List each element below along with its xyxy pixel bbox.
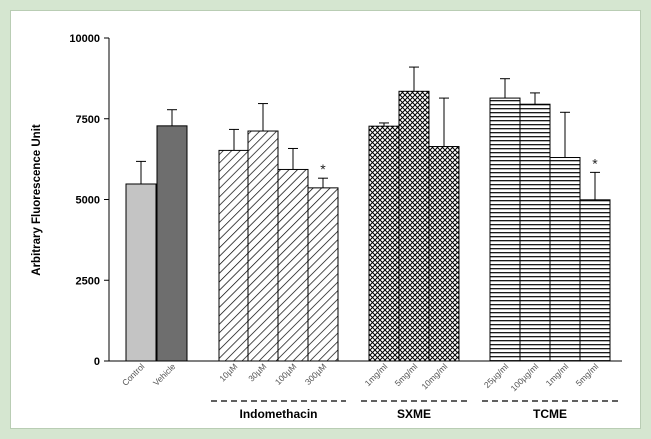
bar [156, 125, 188, 362]
category-label: 10mg/ml [419, 361, 449, 391]
bar [428, 146, 460, 362]
category-label: 1mg/ml [363, 361, 390, 388]
bar [489, 97, 521, 362]
bar [368, 125, 400, 362]
group-label: TCME [533, 407, 567, 421]
y-tick-label: 0 [94, 356, 100, 368]
bar [549, 157, 581, 362]
y-tick-label: 10000 [69, 33, 100, 45]
category-label: Control [120, 361, 147, 388]
bar [398, 90, 430, 362]
significance-marker: * [592, 155, 598, 171]
category-label: 10µM [217, 361, 239, 383]
y-tick-label: 2500 [76, 275, 100, 287]
bar [247, 130, 279, 362]
group-label: SXME [397, 407, 431, 421]
category-label: 5mg/ml [574, 361, 601, 388]
group-label: Indomethacin [239, 407, 317, 421]
category-labels: Control Vehicle 10µM 30µM 100µM 300µM 1mg/ml 5m… [120, 361, 601, 393]
category-label: 100µg/ml [508, 361, 540, 393]
bars: * * [125, 66, 611, 362]
y-axis-label: Arbitrary Fluorescence Unit [31, 124, 43, 276]
bar [277, 168, 309, 362]
bar [218, 149, 250, 362]
bar [579, 199, 611, 362]
significance-marker: * [320, 161, 326, 177]
category-label: 100µM [273, 361, 299, 387]
bar [519, 103, 551, 362]
bar [307, 187, 339, 362]
category-label: 1mg/ml [544, 361, 571, 388]
category-label: 25µg/ml [482, 361, 511, 390]
category-label: Vehicle [151, 361, 178, 388]
category-label: 300µM [303, 361, 329, 387]
y-tick-label: 7500 [76, 114, 100, 126]
category-label: 30µM [246, 361, 268, 383]
category-label: 5mg/ml [393, 361, 420, 388]
y-tick-label: 5000 [76, 195, 100, 207]
group-labels: Indomethacin SXME TCME [211, 400, 618, 421]
bar [125, 183, 157, 362]
y-ticks: 0 2500 5000 7500 10000 [69, 33, 109, 368]
